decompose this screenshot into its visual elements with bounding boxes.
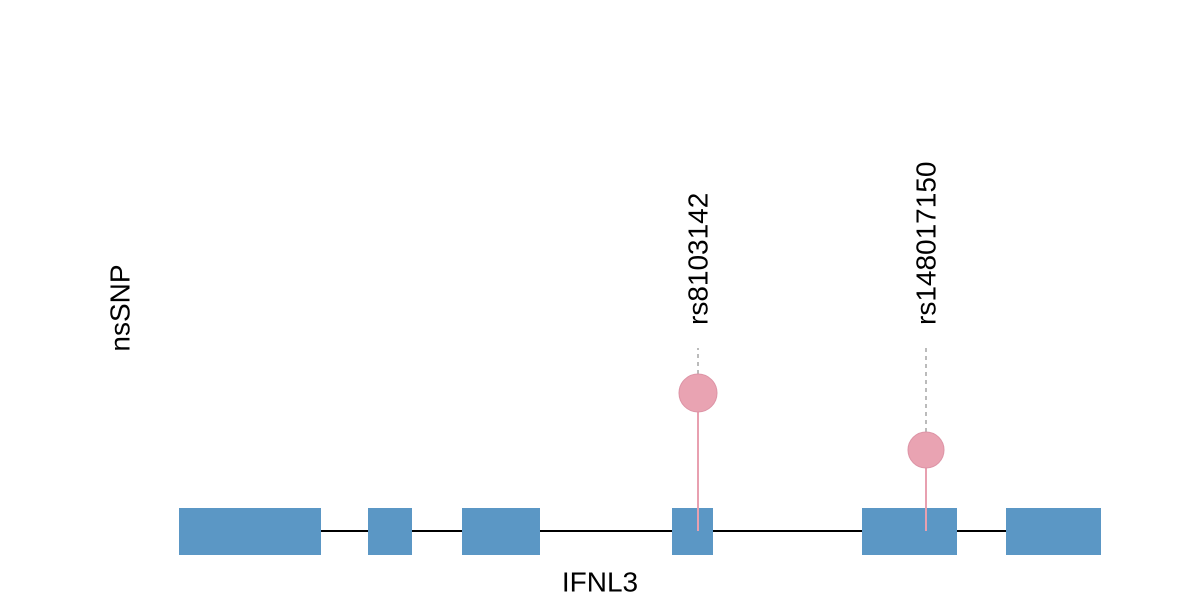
exon <box>862 508 957 555</box>
snp-lollipop: rs8103142 <box>678 193 718 531</box>
exons <box>179 508 1101 555</box>
exon <box>368 508 412 555</box>
exon <box>672 508 713 555</box>
exon <box>462 508 540 555</box>
snp-label: rs8103142 <box>682 193 713 325</box>
snp-label: rs148017150 <box>910 162 941 325</box>
snp-lollipop: rs148017150 <box>907 162 945 531</box>
exon <box>1006 508 1101 555</box>
track-label: nsSNP <box>104 264 135 351</box>
snp-head <box>907 431 945 469</box>
gene-label: IFNL3 <box>562 566 638 597</box>
snp-head <box>678 373 718 413</box>
exon <box>179 508 321 555</box>
